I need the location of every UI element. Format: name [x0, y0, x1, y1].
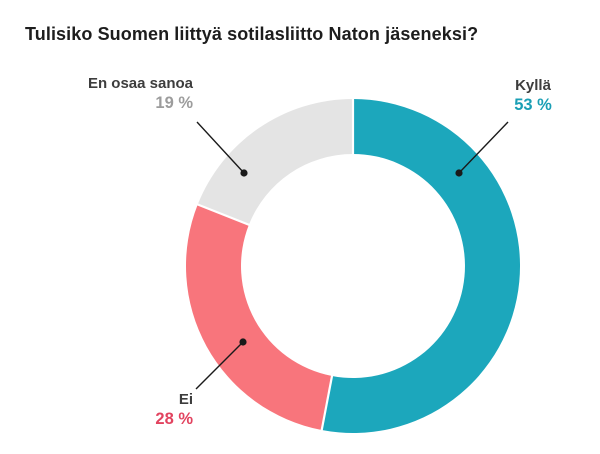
chart-title: Tulisiko Suomen liittyä sotilasliitto Na…	[25, 24, 479, 44]
callout-kylla: Kyllä 53 %	[478, 76, 588, 115]
slice-separator-1	[320, 374, 334, 432]
leader-dot-2	[240, 169, 248, 177]
donut-slice-kyll	[321, 98, 521, 433]
slice-separator-2	[196, 203, 251, 227]
slice-label-en-osaa-sanoa: En osaa sanoa	[87, 75, 193, 92]
callout-ei: Ei 28 %	[93, 390, 193, 429]
slice-value-ei: 28 %	[155, 410, 193, 428]
leader-dot-1	[239, 338, 247, 346]
slice-label-ei: Ei	[178, 391, 193, 408]
donut-slice-en-osaa-sanoa	[197, 99, 353, 225]
slice-label-kylla: Kyllä	[515, 77, 551, 94]
leader-line-1	[195, 341, 244, 390]
slice-value-kylla: 53 %	[514, 96, 552, 114]
leader-dot-0	[455, 169, 463, 177]
callout-en-osaa-sanoa: En osaa sanoa 19 %	[33, 74, 193, 113]
slice-value-en-osaa-sanoa: 19 %	[155, 94, 193, 112]
leader-line-0	[458, 121, 509, 174]
leader-line-2	[196, 121, 245, 174]
donut-slice-ei	[186, 204, 333, 431]
